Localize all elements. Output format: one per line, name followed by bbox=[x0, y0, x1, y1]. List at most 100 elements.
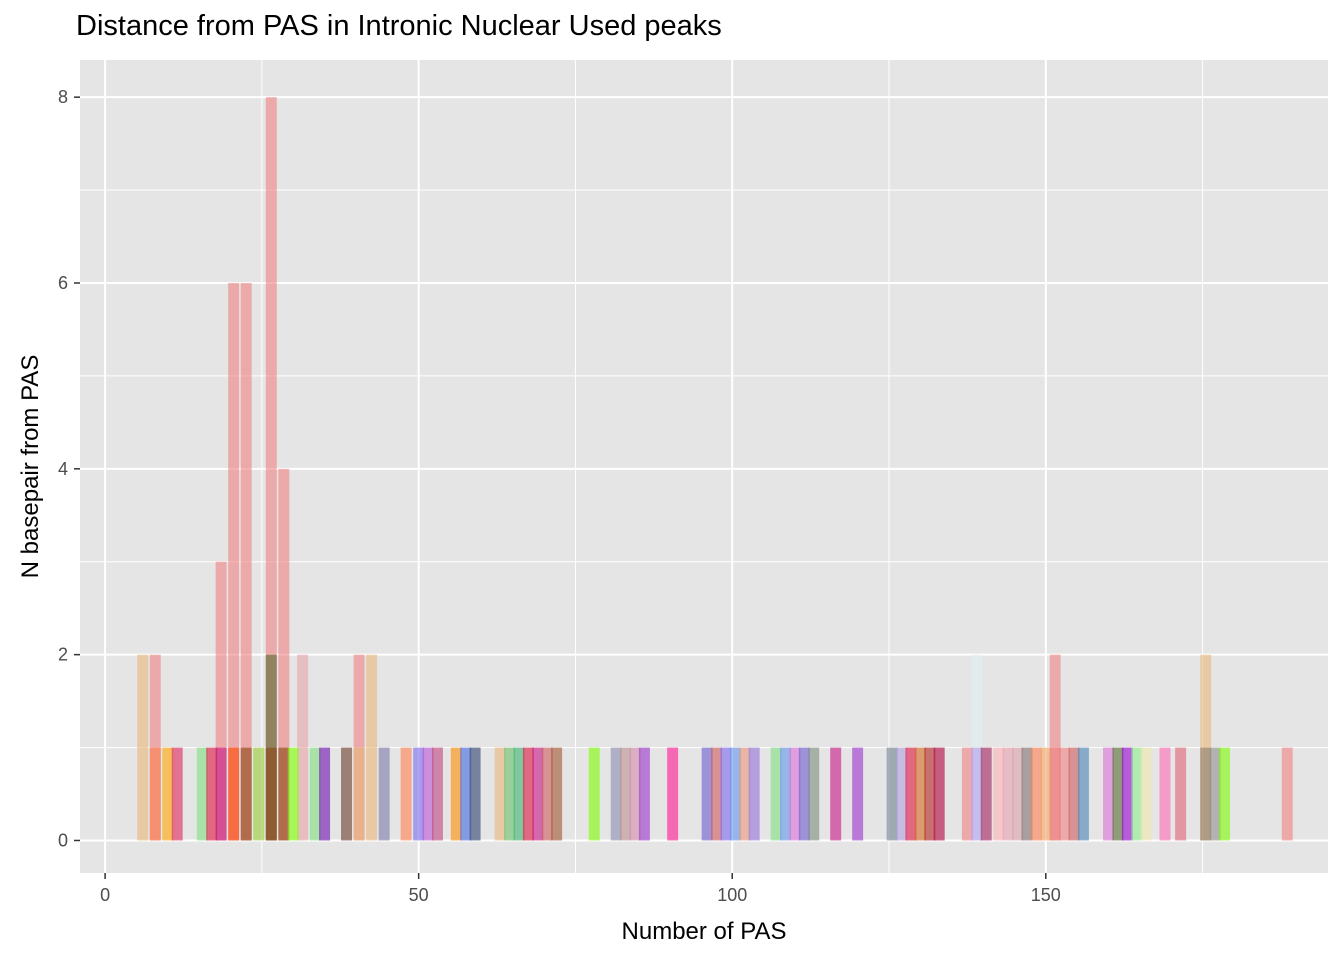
bar bbox=[400, 747, 412, 841]
y-tick-label: 4 bbox=[58, 459, 68, 479]
bar bbox=[215, 561, 227, 841]
bar bbox=[1200, 654, 1212, 841]
x-tick-label: 50 bbox=[409, 885, 429, 905]
bar bbox=[366, 654, 378, 841]
chart-title: Distance from PAS in Intronic Nuclear Us… bbox=[76, 10, 722, 42]
y-axis: 0 2 4 6 8 bbox=[58, 87, 80, 850]
bar bbox=[206, 747, 218, 841]
bar bbox=[711, 747, 723, 841]
bar bbox=[253, 747, 265, 841]
bar bbox=[287, 747, 299, 841]
bar bbox=[494, 747, 506, 841]
bar bbox=[341, 747, 353, 841]
bar bbox=[770, 747, 782, 841]
bar bbox=[240, 747, 252, 841]
bar bbox=[852, 747, 864, 841]
bar bbox=[378, 747, 390, 841]
bar bbox=[1021, 747, 1033, 841]
bar bbox=[1040, 747, 1052, 841]
bar bbox=[933, 747, 945, 841]
bar bbox=[980, 747, 992, 841]
bar bbox=[278, 747, 290, 841]
bar bbox=[265, 97, 277, 841]
bar bbox=[1200, 747, 1212, 841]
bar bbox=[1219, 747, 1231, 841]
bar bbox=[171, 747, 183, 841]
bar bbox=[522, 747, 534, 841]
bar bbox=[265, 654, 277, 841]
bar bbox=[1140, 747, 1152, 841]
bar bbox=[541, 747, 553, 841]
y-axis-title: N basepair from PAS bbox=[17, 355, 44, 579]
bar bbox=[1159, 747, 1171, 841]
bar bbox=[469, 747, 481, 841]
bar bbox=[780, 747, 792, 841]
bar bbox=[240, 282, 252, 841]
bar bbox=[228, 747, 240, 841]
bar bbox=[551, 747, 563, 841]
bar bbox=[914, 747, 926, 841]
bar bbox=[215, 747, 227, 841]
bar bbox=[137, 654, 149, 841]
bar bbox=[739, 747, 751, 841]
bar bbox=[228, 282, 240, 841]
x-tick-label: 150 bbox=[1031, 885, 1061, 905]
bar bbox=[460, 747, 472, 841]
bar bbox=[265, 747, 277, 841]
bar bbox=[896, 747, 908, 841]
bar bbox=[297, 654, 309, 841]
bar bbox=[924, 747, 936, 841]
bar bbox=[309, 747, 321, 841]
bar bbox=[588, 747, 600, 841]
bar bbox=[971, 654, 983, 841]
bar bbox=[149, 654, 161, 841]
x-axis-title: Number of PAS bbox=[622, 918, 787, 945]
bar bbox=[808, 747, 820, 841]
bar bbox=[1049, 654, 1061, 841]
bar bbox=[162, 747, 174, 841]
bar bbox=[1281, 747, 1293, 841]
bar bbox=[1059, 747, 1071, 841]
bar bbox=[1002, 747, 1014, 841]
bar bbox=[798, 747, 810, 841]
y-tick-label: 8 bbox=[58, 87, 68, 107]
x-axis: 0 50 100 150 bbox=[100, 873, 1061, 905]
bar bbox=[1049, 747, 1061, 841]
bar bbox=[629, 747, 641, 841]
bar bbox=[729, 747, 741, 841]
bar bbox=[789, 747, 801, 841]
bar bbox=[620, 747, 632, 841]
bar bbox=[830, 747, 842, 841]
bar bbox=[504, 747, 516, 841]
bar bbox=[1209, 747, 1221, 841]
bar bbox=[1103, 747, 1114, 841]
y-tick-label: 6 bbox=[58, 273, 68, 293]
bar bbox=[720, 747, 732, 841]
bar bbox=[431, 747, 443, 841]
x-tick-label: 0 bbox=[100, 885, 110, 905]
bar bbox=[1012, 747, 1024, 841]
bar bbox=[278, 468, 290, 841]
bar bbox=[667, 747, 679, 841]
bar bbox=[196, 747, 208, 841]
bar bbox=[1131, 747, 1143, 841]
bar bbox=[450, 747, 462, 841]
bar bbox=[1121, 747, 1133, 841]
bar bbox=[319, 747, 331, 841]
bar bbox=[413, 747, 425, 841]
bar bbox=[1112, 747, 1124, 841]
bar bbox=[638, 747, 650, 841]
bar bbox=[961, 747, 973, 841]
bar bbox=[353, 654, 365, 841]
bar bbox=[971, 747, 983, 841]
bar bbox=[1068, 747, 1080, 841]
y-tick-label: 0 bbox=[58, 830, 68, 850]
bar bbox=[532, 747, 544, 841]
bar bbox=[353, 747, 365, 841]
bar bbox=[905, 747, 917, 841]
bar bbox=[149, 747, 161, 841]
bar bbox=[1175, 747, 1187, 841]
bar bbox=[1030, 747, 1042, 841]
bars-group bbox=[137, 97, 1293, 841]
